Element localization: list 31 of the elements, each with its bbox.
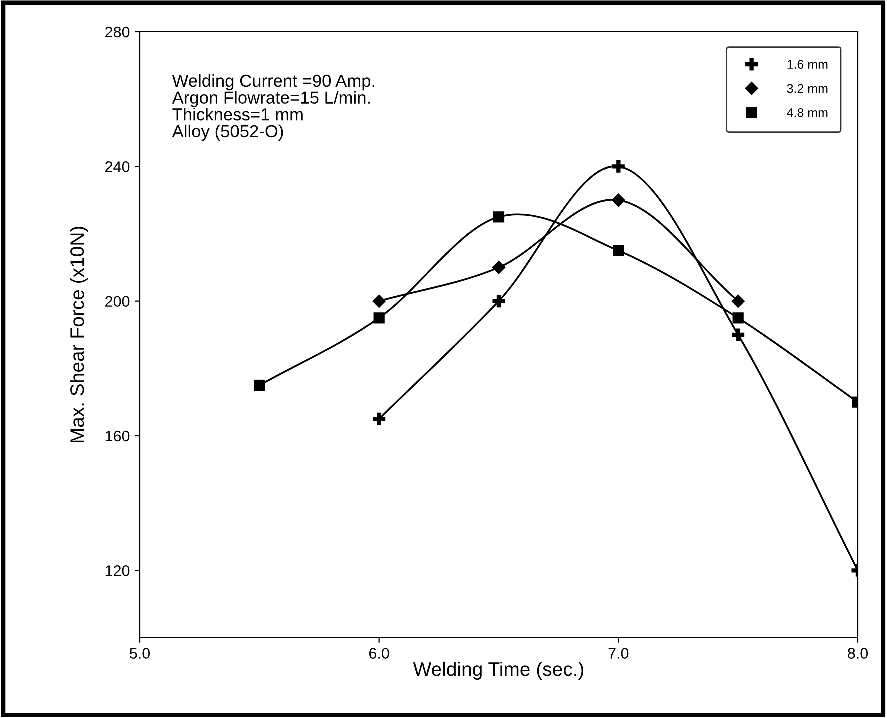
point [493,212,505,223]
point [732,328,745,342]
y-tick-label: 240 [106,162,130,172]
y-tick-label: 120 [106,566,130,576]
point [612,193,626,208]
annotation: Argon Flowrate=15 L/min. [172,91,370,108]
x-tick-label: 5.0 [130,648,150,659]
legend-label: 4.8 mm [787,108,828,118]
y-axis-title: Max. Shear Force (x10N) [70,227,88,443]
y-tick-label: 200 [106,296,130,308]
x-axis-title: Welding Time (sec.) [413,662,584,680]
y-tick-label: 280 [106,26,130,38]
point [612,160,625,173]
point [373,412,386,426]
legend-label: 1.6 mm [788,60,828,70]
x-tick-label: 6.0 [369,648,390,659]
y-tick-label: 160 [106,430,130,442]
point [492,295,506,308]
point [732,312,744,324]
annotation: Welding Current =90 Amp. [172,74,375,91]
point [372,294,386,308]
point [613,245,624,256]
point [731,294,746,308]
point [492,260,506,275]
point [254,380,266,392]
annotation: Thickness=1 mm [172,108,303,121]
legend-label: 3.2 mm [787,84,828,94]
x-tick-label: 8.0 [848,648,868,659]
x-tick-label: 7.0 [608,648,629,659]
annotation: Alloy (5052-O) [172,124,284,142]
point [374,312,385,324]
